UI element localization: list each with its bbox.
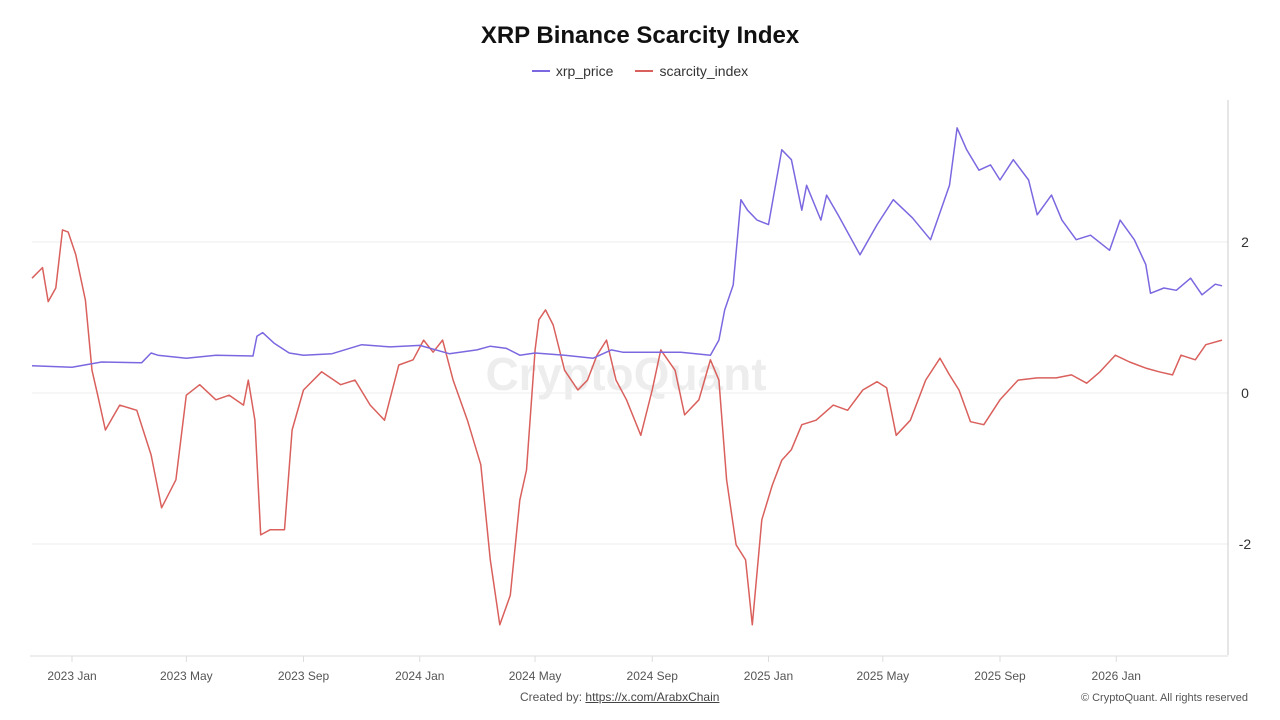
legend-item-xrp-price[interactable]: xrp_price — [531, 63, 614, 79]
legend-swatch — [531, 70, 550, 72]
created-by-label: Created by: — [520, 690, 583, 704]
x-tick-label: 2023 May — [160, 669, 213, 683]
legend-label: xrp_price — [555, 63, 614, 79]
y-tick-label: -2 — [1239, 536, 1252, 552]
x-tick-label: 2025 May — [856, 669, 909, 683]
y-tick-label: 2 — [1241, 234, 1249, 250]
x-tick-label: 2024 Sep — [627, 669, 679, 683]
x-tick-label: 2023 Sep — [278, 669, 330, 683]
copyright: © CryptoQuant. All rights reserved — [1080, 692, 1248, 704]
footer-credit: Created by: https://x.com/ArabxChain — [520, 690, 719, 704]
series-line-xrp-price — [31, 127, 1223, 369]
x-tick-label: 2024 Jan — [395, 669, 444, 683]
legend-item-scarcity-index[interactable]: scarcity_index — [635, 63, 748, 79]
series-line-scarcity-index — [31, 229, 1223, 626]
legend-label: scarcity_index — [659, 63, 749, 79]
watermark-logo: CryptoQuant — [485, 348, 766, 400]
legend-swatch — [635, 70, 654, 72]
x-tick-label: 2023 Jan — [47, 669, 96, 683]
y-tick-label: 0 — [1241, 385, 1249, 401]
x-tick-label: 2025 Sep — [974, 669, 1026, 683]
legend: xrp_price scarcity_index — [0, 63, 1280, 79]
created-by-link[interactable]: https://x.com/ArabxChain — [585, 690, 720, 704]
chart-title: XRP Binance Scarcity Index — [480, 22, 800, 49]
x-tick-label: 2026 Jan — [1092, 669, 1141, 683]
x-tick-label: 2025 Jan — [744, 669, 793, 683]
x-tick-label: 2024 May — [509, 669, 562, 683]
